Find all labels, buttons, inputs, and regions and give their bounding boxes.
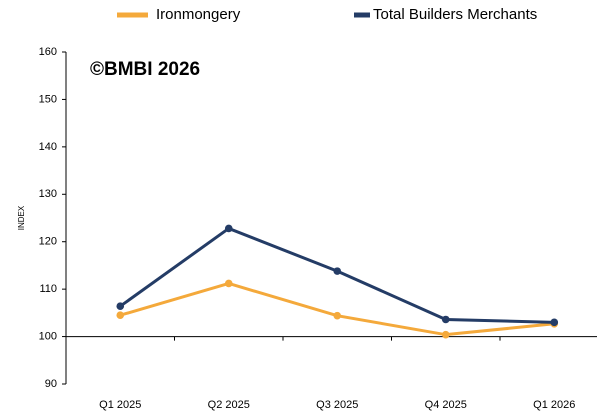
- data-point: [224, 224, 233, 233]
- y-axis-label: INDEX: [17, 205, 26, 230]
- data-point: [224, 279, 233, 288]
- data-point: [333, 267, 342, 275]
- data-point: [333, 311, 342, 320]
- y-tick-label: 100: [39, 330, 57, 342]
- series-line: [119, 281, 555, 337]
- x-tick-label: Q2 2025: [208, 399, 250, 411]
- y-tick-label: 150: [39, 93, 57, 105]
- y-tick-label: 160: [39, 46, 57, 58]
- x-tick-label: Q1 2026: [533, 399, 575, 411]
- x-tick-label: Q1 2025: [99, 399, 141, 411]
- y-tick-label: 120: [39, 236, 57, 248]
- data-point: [550, 318, 559, 327]
- y-tick-label: 110: [39, 283, 57, 295]
- data-point: [116, 311, 125, 320]
- x-tick-label: Q3 2025: [316, 399, 358, 411]
- data-point: [441, 330, 450, 339]
- y-tick-label: 130: [39, 188, 57, 200]
- x-tick-label: Q4 2025: [425, 399, 467, 411]
- data-point: [441, 315, 450, 324]
- y-tick-label: 90: [45, 378, 57, 390]
- legend-label: Ironmongery: [156, 6, 241, 23]
- annotation: ©BMBI 2026: [90, 59, 200, 80]
- data-point: [116, 302, 125, 311]
- series-line: [119, 226, 555, 324]
- y-tick-label: 140: [39, 141, 57, 153]
- legend-label: Total Builders Merchants: [373, 6, 537, 23]
